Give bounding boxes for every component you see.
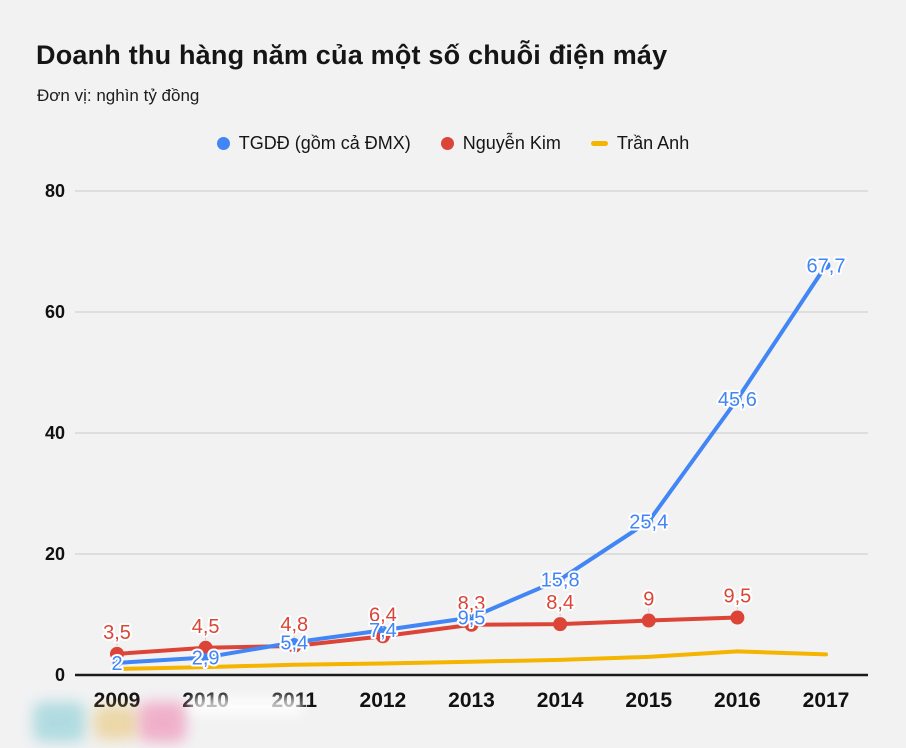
tgdd-series-dot-icon bbox=[216, 137, 230, 150]
data-point-tgdd bbox=[732, 394, 742, 404]
data-label-tgdd: 5,4 bbox=[280, 632, 308, 654]
data-point-nguyen-kim bbox=[110, 646, 124, 661]
legend-item-nguyen-kim: Nguyễn Kim bbox=[440, 133, 561, 154]
legend-item-tgdd: TGDĐ (gồm cả ĐMX) bbox=[216, 133, 411, 154]
data-label-nguyen-kim: 4,8 bbox=[280, 614, 308, 636]
data-label-nguyen-kim: 8,3 bbox=[458, 593, 486, 615]
x-tick-label: 2017 bbox=[803, 689, 850, 712]
data-point-nguyen-kim bbox=[730, 610, 745, 625]
watermark-blob-white bbox=[190, 697, 302, 716]
nguyen-kim-series-dot-icon bbox=[440, 137, 454, 150]
data-point-tgdd bbox=[821, 260, 831, 270]
series-line-nguyen-kim bbox=[115, 615, 740, 656]
data-point-tgdd bbox=[289, 637, 299, 647]
data-point-nguyen-kim bbox=[198, 640, 213, 655]
tran-anh-series-dash-icon bbox=[590, 141, 608, 146]
data-point-tgdd bbox=[467, 613, 476, 623]
data-label-nguyen-kim: 8,4 bbox=[546, 592, 574, 614]
y-tick-label: 0 bbox=[55, 665, 65, 685]
page-title: Doanh thu hàng năm của một số chuỗi điện… bbox=[36, 40, 668, 70]
x-tick-label: 2013 bbox=[448, 689, 495, 712]
data-point-tgdd bbox=[201, 652, 211, 662]
data-label-tgdd: 2,9 bbox=[192, 647, 220, 669]
watermark-blob-yellow bbox=[94, 706, 137, 740]
data-label-tgdd: 7,4 bbox=[369, 620, 397, 642]
y-tick-label: 60 bbox=[45, 302, 65, 322]
data-label-tgdd: 9,5 bbox=[458, 608, 486, 630]
legend-item-tran-anh: Trần Anh bbox=[590, 133, 690, 154]
y-tick-label: 80 bbox=[45, 181, 65, 201]
x-tick-label: 2014 bbox=[537, 689, 584, 712]
x-tick-label: 2016 bbox=[714, 689, 761, 712]
x-tick-label: 2015 bbox=[625, 689, 672, 712]
data-label-tgdd: 67,7 bbox=[807, 255, 846, 277]
x-tick-label: 2012 bbox=[360, 689, 407, 712]
data-label-tgdd: 15,8 bbox=[541, 569, 580, 591]
data-label-nguyen-kim: 6,4 bbox=[369, 604, 397, 626]
data-label-tgdd: 25,4 bbox=[629, 511, 668, 533]
data-label-nguyen-kim: 9 bbox=[643, 589, 654, 611]
data-point-tgdd bbox=[112, 658, 122, 668]
data-point-tgdd bbox=[555, 574, 565, 584]
legend-label-nguyen-kim: Nguyễn Kim bbox=[462, 133, 561, 153]
data-point-nguyen-kim bbox=[553, 617, 568, 632]
legend-label-tran-anh: Trần Anh bbox=[616, 133, 690, 153]
legend-label-tgdd: TGDĐ (gồm cả ĐMX) bbox=[238, 133, 411, 153]
data-point-nguyen-kim bbox=[641, 613, 656, 628]
y-tick-label: 20 bbox=[45, 544, 65, 564]
data-label-tgdd: 45,6 bbox=[718, 389, 757, 411]
data-point-tgdd bbox=[378, 625, 388, 635]
data-label-nguyen-kim: 9,5 bbox=[723, 586, 751, 608]
data-label-nguyen-kim: 4,5 bbox=[192, 616, 220, 638]
data-label-tgdd: 2 bbox=[111, 653, 122, 675]
series-line-tran-anh bbox=[115, 649, 828, 671]
unit-label: Đơn vị: nghìn tỷ đồng bbox=[37, 86, 200, 105]
watermark-blob-pink bbox=[139, 702, 186, 742]
data-point-nguyen-kim bbox=[464, 617, 479, 632]
watermark-blob-teal bbox=[33, 702, 85, 742]
chart-legend: TGDĐ (gồm cả ĐMX) Nguyễn Kim Trần Anh bbox=[0, 133, 906, 154]
data-point-tgdd bbox=[644, 516, 654, 526]
data-label-nguyen-kim: 3,5 bbox=[103, 622, 131, 644]
y-tick-label: 40 bbox=[45, 423, 65, 443]
